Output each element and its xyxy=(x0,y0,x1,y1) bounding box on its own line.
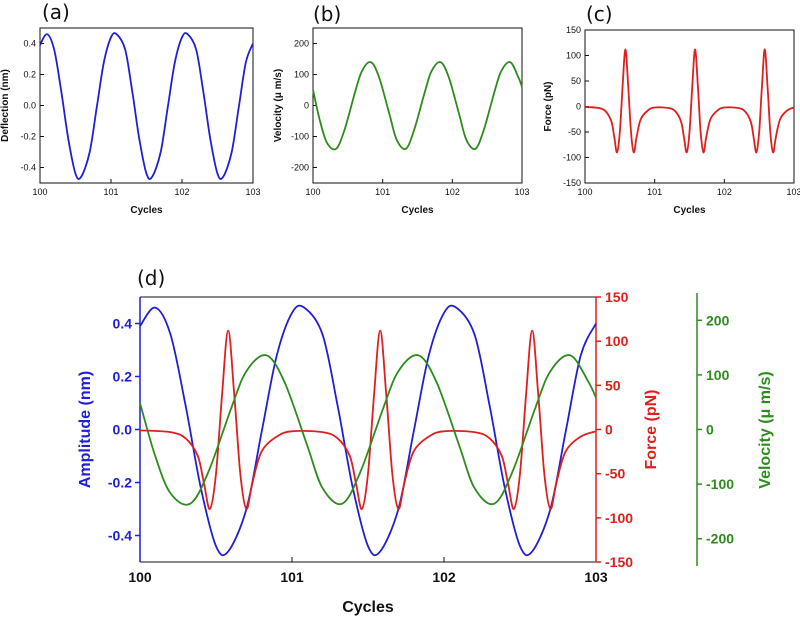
series-line xyxy=(139,329,597,510)
x-tick-label: 100 xyxy=(577,187,592,197)
y-axis-title-0: Amplitude (nm) xyxy=(77,371,94,488)
x-tick-label: 103 xyxy=(584,569,608,585)
x-tick-label: 101 xyxy=(647,187,662,197)
series-line xyxy=(584,48,795,154)
x-tick-label: 103 xyxy=(245,187,260,197)
y-tick-label: 200 xyxy=(294,39,309,49)
y-tick-label: 200 xyxy=(706,312,730,328)
y-tick-label: -100 xyxy=(291,132,309,142)
chart-panel-d: (d) 100 101 102 103 Cycles -0.4 -0.2 0.0 0.2 0.4 Am… xyxy=(77,266,774,616)
y-tick-label: -200 xyxy=(706,531,734,547)
y-tick-label: 100 xyxy=(605,333,629,349)
x-tick-label: 101 xyxy=(280,569,304,585)
y-tick-label: -150 xyxy=(605,554,633,570)
series-line xyxy=(312,61,523,151)
y-axis-title: Force (pN) xyxy=(543,82,554,132)
x-tick-label: 103 xyxy=(514,187,529,197)
y-tick-label: -50 xyxy=(605,466,625,482)
y-tick-label: 100 xyxy=(294,70,309,80)
x-tick-label: 100 xyxy=(128,569,152,585)
y-tick-label: 50 xyxy=(605,377,621,393)
x-axis-title: Cycles xyxy=(673,205,706,216)
y-tick-label: 0.0 xyxy=(113,422,133,438)
chart-panel-a: (a) 100 101 102 103 -0.4 -0.2 0.0 0.2 0.4 Cycles De… xyxy=(0,0,261,216)
y-tick-label: -0.4 xyxy=(20,163,36,173)
y-tick-label: 150 xyxy=(605,289,629,305)
y-tick-label: -50 xyxy=(568,127,581,137)
y-tick-label: 0 xyxy=(576,102,581,112)
panel-label: (d) xyxy=(137,266,165,290)
x-tick-label: 101 xyxy=(103,187,118,197)
y-tick-label: -0.4 xyxy=(108,528,132,544)
y-tick-label: 0 xyxy=(304,101,309,111)
y-tick-label: -100 xyxy=(605,510,633,526)
y-tick-label: 100 xyxy=(566,51,581,61)
series-line xyxy=(139,354,597,506)
y-tick-label: 0.4 xyxy=(23,39,36,49)
series-line xyxy=(39,32,254,180)
y-tick-label: 0.0 xyxy=(23,101,36,111)
x-tick-label: 100 xyxy=(305,187,320,197)
chart-panel-c: (c) 100 101 102 103 -150 -100 -50 0 50 100 150 Cycle… xyxy=(543,2,800,216)
plot-frame xyxy=(584,29,795,184)
series-line xyxy=(139,304,597,557)
x-axis-title: Cycles xyxy=(342,599,394,616)
y-tick-label: 0.4 xyxy=(113,316,133,332)
y-tick-label: 0 xyxy=(605,422,613,438)
x-tick-label: 103 xyxy=(786,187,800,197)
y-tick-label: -200 xyxy=(291,163,309,173)
y-tick-label: 50 xyxy=(571,76,581,86)
x-tick-label: 102 xyxy=(445,187,460,197)
y-axis-title: Velocity (μ m/s) xyxy=(273,69,284,142)
y-tick-label: -100 xyxy=(563,153,581,163)
y-tick-label: -100 xyxy=(706,476,734,492)
y-tick-label: 0.2 xyxy=(23,70,36,80)
x-tick-label: 102 xyxy=(432,569,456,585)
x-tick-label: 101 xyxy=(375,187,390,197)
y-tick-label: 0 xyxy=(706,422,714,438)
y-axis-title: Deflection (nm) xyxy=(0,69,11,142)
y-tick-label: 0.2 xyxy=(113,369,133,385)
panel-label: (a) xyxy=(42,0,70,24)
panel-label: (c) xyxy=(586,2,613,26)
y-axis-title-1: Force (pN) xyxy=(643,390,660,470)
x-tick-label: 102 xyxy=(174,187,189,197)
y-tick-label: 100 xyxy=(706,367,730,383)
x-axis-title: Cycles xyxy=(401,205,434,216)
y-tick-label: 150 xyxy=(566,25,581,35)
x-axis-title: Cycles xyxy=(130,205,163,216)
chart-panel-b: (b) 100 101 102 103 -200 -100 0 100 200 Cycles Velo… xyxy=(273,2,530,216)
y-tick-label: -0.2 xyxy=(20,132,36,142)
y-tick-label: -0.2 xyxy=(108,475,132,491)
panel-label: (b) xyxy=(313,2,341,26)
x-tick-label: 100 xyxy=(32,187,47,197)
x-tick-label: 102 xyxy=(717,187,732,197)
y-tick-label: -150 xyxy=(563,178,581,188)
y-axis-title-2: Velocity (μ m/s) xyxy=(757,371,774,488)
